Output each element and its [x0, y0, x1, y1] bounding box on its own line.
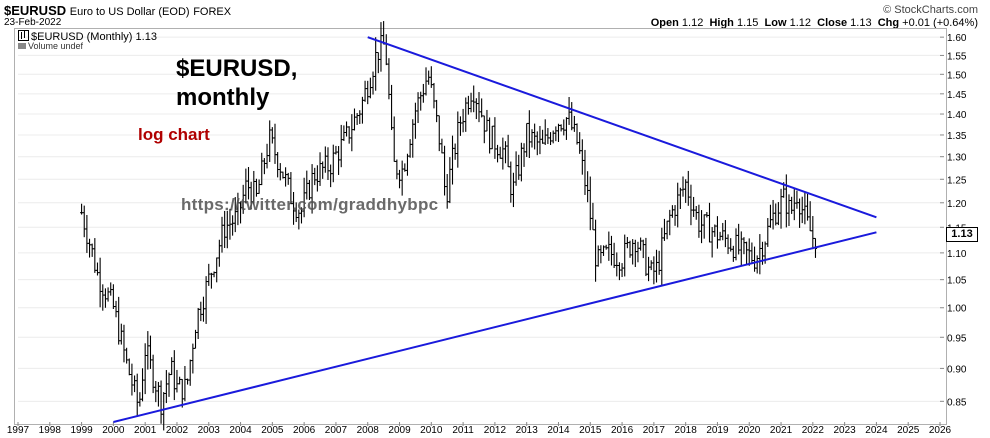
- scale-note: log chart: [138, 125, 210, 144]
- x-tick-label: 2005: [261, 425, 284, 436]
- y-tick-label: 1.55: [947, 51, 967, 62]
- chg-value: +0.01 (+0.64%): [902, 17, 978, 29]
- x-tick-label: 2020: [738, 425, 761, 436]
- x-tick-label: 2010: [420, 425, 443, 436]
- y-tick-label: 1.25: [947, 175, 967, 186]
- y-tick-label: 1.40: [947, 110, 967, 121]
- symbol-description: Euro to US Dollar (EOD): [69, 6, 190, 18]
- x-tick-label: 2013: [516, 425, 539, 436]
- high-label: High: [709, 17, 734, 29]
- x-tick-label: 2001: [134, 425, 157, 436]
- y-tick-label: 0.85: [947, 397, 967, 408]
- watermark-url[interactable]: https://twitter.com/graddhybpc: [181, 195, 439, 214]
- x-tick-label: 2003: [198, 425, 221, 436]
- x-tick-label: 1999: [70, 425, 93, 436]
- y-tick-label: 1.30: [947, 153, 967, 164]
- x-tick-label: 2018: [675, 425, 698, 436]
- x-tick-label: 1997: [7, 425, 30, 436]
- x-tick-label: 2004: [229, 425, 252, 436]
- x-tick-label: 2000: [102, 425, 125, 436]
- y-tick-label: 1.05: [947, 276, 967, 287]
- chg-label: Chg: [877, 17, 900, 29]
- brand: © StockCharts.com: [883, 4, 978, 16]
- x-tick-label: 2011: [452, 425, 474, 436]
- y-tick-label: 1.50: [947, 70, 967, 81]
- x-tick-label: 2021: [770, 425, 793, 436]
- title-annotation: $EURUSD, monthly: [176, 54, 297, 112]
- close-label: Close: [817, 17, 848, 29]
- series-legend-label: $EURUSD (Monthly) 1.13: [31, 31, 157, 43]
- ohlc-readout: Open 1.12 High 1.15 Low 1.12 Close 1.13 …: [651, 17, 978, 29]
- y-tick-label: 1.00: [947, 304, 967, 315]
- chart-date: 23-Feb-2022: [4, 17, 62, 28]
- x-tick-label: 2017: [643, 425, 666, 436]
- trendline-upper: [367, 36, 877, 219]
- x-tick-label: 2007: [325, 425, 348, 436]
- series-swatch-icon: [18, 30, 29, 41]
- symbol-title: $EURUSD Euro to US Dollar (EOD) FOREX: [4, 3, 231, 18]
- title-annotation-line1: $EURUSD,: [176, 55, 298, 82]
- open-label: Open: [650, 17, 679, 29]
- x-tick-label: 2022: [802, 425, 825, 436]
- y-tick-label: 0.90: [947, 364, 967, 375]
- low-label: Low: [764, 17, 787, 29]
- x-tick-label: 2016: [611, 425, 634, 436]
- title-annotation-line2: monthly: [176, 84, 270, 111]
- x-tick-label: 1998: [39, 425, 62, 436]
- x-tick-label: 2019: [706, 425, 729, 436]
- y-tick-label: 1.45: [947, 90, 967, 101]
- y-tick-label: 1.10: [947, 249, 967, 260]
- x-tick-label: 2014: [547, 425, 570, 436]
- symbol: $EURUSD: [4, 3, 67, 18]
- x-tick-label: 2002: [166, 425, 189, 436]
- x-tick-label: 2015: [579, 425, 602, 436]
- x-tick-label: 2008: [357, 425, 380, 436]
- volume-legend: Volume undef: [18, 41, 83, 51]
- series-legend: $EURUSD (Monthly) 1.13: [18, 30, 157, 43]
- x-tick-label: 2009: [388, 425, 411, 436]
- volume-swatch-icon: [18, 43, 26, 49]
- x-tick-label: 2025: [897, 425, 920, 436]
- x-tick-label: 2024: [865, 425, 888, 436]
- volume-legend-label: Volume undef: [28, 41, 84, 51]
- low-value: 1.12: [789, 17, 811, 29]
- high-value: 1.15: [736, 17, 759, 29]
- exchange: FOREX: [193, 6, 232, 18]
- x-tick-label: 2006: [293, 425, 316, 436]
- last-price-tag: 1.13: [946, 227, 978, 242]
- close-value: 1.13: [850, 17, 872, 29]
- y-tick-label: 1.60: [947, 33, 967, 44]
- x-tick-label: 2023: [833, 425, 856, 436]
- trendline-lower: [113, 231, 877, 423]
- x-tick-label: 2012: [484, 425, 507, 436]
- y-tick-label: 1.35: [947, 131, 967, 142]
- x-tick-label: 2026: [929, 425, 952, 436]
- y-tick-label: 1.20: [947, 199, 967, 210]
- open-value: 1.12: [681, 17, 704, 29]
- y-tick-label: 0.95: [947, 333, 967, 344]
